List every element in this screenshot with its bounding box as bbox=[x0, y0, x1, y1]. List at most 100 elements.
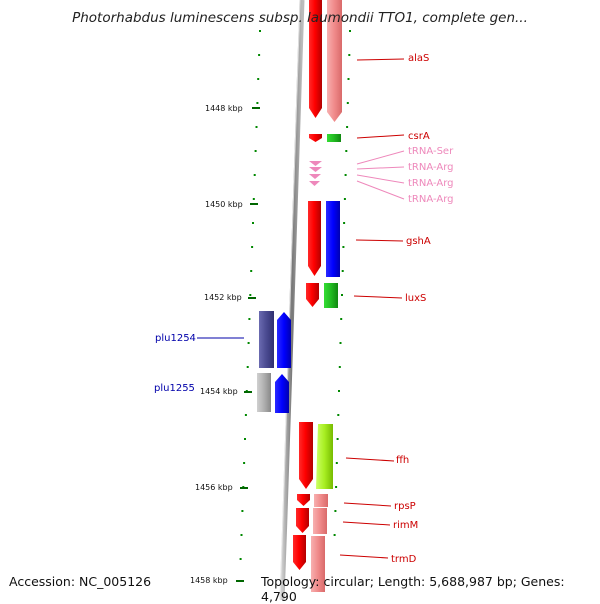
leader-lines bbox=[197, 58, 405, 559]
guide-dot bbox=[341, 270, 344, 272]
gene-label-alaS[interactable]: alaS bbox=[408, 53, 429, 64]
gene-feature-plu1254-product[interactable] bbox=[277, 312, 291, 368]
gene-label-csrA[interactable]: csrA bbox=[408, 131, 430, 142]
scale-label: 1450 kbp bbox=[205, 200, 243, 209]
guide-dot bbox=[246, 366, 249, 368]
scale-tick bbox=[252, 107, 260, 109]
guide-dot bbox=[346, 126, 349, 128]
gene-feature-ffh-product[interactable] bbox=[316, 424, 333, 489]
gene-feature-alaS[interactable] bbox=[309, 0, 322, 118]
scale-tick bbox=[248, 297, 256, 299]
gene-feature-csrA-product[interactable] bbox=[327, 134, 341, 142]
guide-dot bbox=[343, 198, 346, 200]
scale-label: 1456 kbp bbox=[195, 483, 233, 492]
scale-label: 1448 kbp bbox=[205, 104, 243, 113]
gene-feature-alaS-product[interactable] bbox=[327, 0, 342, 122]
gene-label-gshA[interactable]: gshA bbox=[406, 236, 431, 247]
guide-dot bbox=[252, 198, 255, 200]
guide-dot bbox=[342, 246, 345, 248]
guide-dot bbox=[257, 78, 260, 80]
gene-feature-gshA[interactable] bbox=[308, 201, 321, 276]
scale-label: 1458 kbp bbox=[190, 576, 228, 585]
gene-feature-rpsP[interactable] bbox=[297, 494, 310, 506]
gene-feature-csrA[interactable] bbox=[309, 134, 322, 142]
guide-dot bbox=[346, 102, 349, 104]
gene-feature-plu1254[interactable] bbox=[259, 311, 274, 368]
scale-tick bbox=[240, 487, 248, 489]
gene-label-ffh[interactable]: ffh bbox=[396, 455, 409, 466]
gene-feature-tRNA-Ser[interactable] bbox=[309, 161, 322, 166]
gene-feature-rimM[interactable] bbox=[296, 508, 309, 533]
genome-axis bbox=[279, 0, 305, 600]
gene-labels: alaS csrA tRNA-Ser tRNA-Arg tRNA-Arg tRN… bbox=[154, 53, 454, 565]
genome-title: Photorhabdus luminescens subsp. laumondi… bbox=[72, 10, 528, 26]
gene-feature-trmD-product[interactable] bbox=[311, 536, 325, 592]
gene-label-rimM[interactable]: rimM bbox=[393, 520, 418, 531]
guide-dot bbox=[241, 510, 244, 512]
guide-dot bbox=[259, 30, 261, 32]
guide-dot bbox=[338, 390, 340, 392]
guide-dot bbox=[256, 102, 259, 104]
gene-label-tRNA-Ser[interactable]: tRNA-Ser bbox=[408, 146, 454, 157]
scale-tick bbox=[244, 391, 252, 393]
gene-feature-tRNA-Arg[interactable] bbox=[309, 167, 322, 172]
guide-dot bbox=[244, 414, 247, 416]
gene-feature-plu1255[interactable] bbox=[257, 373, 271, 412]
gene-feature-tRNA-Arg[interactable] bbox=[309, 181, 320, 186]
gene-label-tRNA-Arg[interactable]: tRNA-Arg bbox=[408, 178, 453, 189]
guide-dot bbox=[340, 318, 343, 320]
guide-dot bbox=[243, 462, 246, 464]
guide-dot bbox=[335, 486, 338, 488]
scale-label: 1452 kbp bbox=[204, 293, 242, 302]
guide-dot bbox=[347, 78, 350, 80]
guide-dot bbox=[247, 342, 250, 344]
guide-dot bbox=[349, 30, 351, 32]
gene-feature-trmD[interactable] bbox=[293, 535, 306, 570]
guide-dot bbox=[337, 414, 340, 416]
guide-dot bbox=[334, 510, 337, 512]
accession-text: Accession: NC_005126 bbox=[9, 574, 152, 589]
gene-feature-rimM-product[interactable] bbox=[313, 508, 327, 534]
guide-dot bbox=[335, 462, 338, 464]
gene-label-tRNA-Arg[interactable]: tRNA-Arg bbox=[408, 162, 453, 173]
guide-dot bbox=[258, 54, 261, 56]
guide-dot bbox=[345, 150, 348, 152]
guide-dot bbox=[348, 54, 351, 56]
gene-feature-luxS-product[interactable] bbox=[324, 283, 338, 308]
gene-label-plu1254[interactable]: plu1254 bbox=[155, 333, 196, 344]
guide-dot bbox=[252, 222, 254, 224]
gene-feature-ffh[interactable] bbox=[299, 422, 313, 489]
guide-dot bbox=[338, 366, 341, 368]
gene-feature-rpsP-product[interactable] bbox=[314, 494, 328, 507]
guide-dot bbox=[250, 270, 253, 272]
guide-dot bbox=[336, 438, 339, 440]
gene-label-rpsP[interactable]: rpsP bbox=[394, 501, 416, 512]
scale-label: 1454 kbp bbox=[200, 387, 238, 396]
gene-label-tRNA-Arg[interactable]: tRNA-Arg bbox=[408, 194, 453, 205]
guide-dot bbox=[344, 174, 347, 176]
gene-feature-luxS[interactable] bbox=[306, 283, 319, 307]
guide-dot bbox=[251, 246, 254, 248]
gene-feature-tRNA-Arg[interactable] bbox=[309, 174, 321, 179]
guide-dot bbox=[339, 342, 342, 344]
guide-dot bbox=[240, 534, 243, 536]
gene-feature-gshA-product[interactable] bbox=[326, 201, 340, 277]
gene-label-plu1255[interactable]: plu1255 bbox=[154, 383, 195, 394]
scale-tick bbox=[250, 203, 258, 205]
guide-dot bbox=[341, 294, 343, 296]
guide-dot bbox=[253, 174, 256, 176]
guide-dot bbox=[249, 294, 252, 296]
guide-dot bbox=[343, 222, 346, 224]
gene-features bbox=[257, 0, 342, 592]
gene-feature-plu1255-product[interactable] bbox=[275, 374, 289, 413]
gene-label-trmD[interactable]: trmD bbox=[391, 554, 417, 565]
guide-dot bbox=[254, 150, 257, 152]
guide-dot bbox=[248, 318, 251, 320]
gene-label-luxS[interactable]: luxS bbox=[405, 293, 426, 304]
scale-ticks bbox=[236, 107, 260, 582]
scale-tick bbox=[236, 580, 244, 582]
guide-dot bbox=[239, 558, 242, 560]
guide-dot bbox=[255, 126, 258, 128]
guide-dot bbox=[333, 534, 336, 536]
